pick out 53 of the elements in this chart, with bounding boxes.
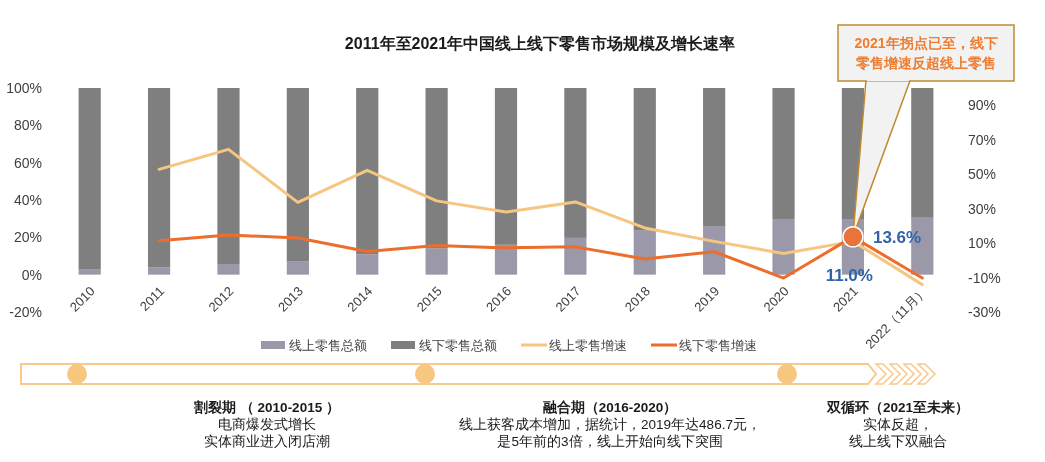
y2-tick-label: 10% [968,235,997,252]
chart-title: 2011年至2021年中国线上线下零售市场规模及增长速率 [344,34,736,52]
y-tick-label: -20% [9,304,42,320]
text: 2021年拐点已至，线下零售增速反超线上零售 [854,35,998,71]
text: 融合期（2016-2020） [542,400,678,415]
bar [286,88,309,262]
text: 双循环（2021至未来） [825,400,970,415]
y-tick-label: 20% [13,229,42,246]
bar [703,88,726,227]
bar [147,88,171,268]
y2-tick-label: 90% [968,97,997,114]
y2-tick-label: 30% [968,200,997,217]
y2-tick-label: -10% [968,269,1001,286]
y-tick-label: 60% [13,154,42,171]
bar [772,219,795,275]
legend-label: 线下零售总额 [419,338,497,353]
bar [78,269,101,275]
text: 实体反超， [863,417,933,432]
text: 线上获客成本增加，据统计，2019年达486.7元， [459,417,761,432]
text: 线上线下双融合 [849,434,947,449]
bar [425,248,448,275]
text: 是5年前的3倍，线上开始向线下突围 [497,434,723,449]
bar [356,254,379,275]
bar [286,261,309,275]
y-tick-label: 40% [13,192,42,208]
bar [564,88,587,238]
data-label: 13.6% [872,227,922,247]
line-series [157,147,924,287]
bar [633,88,656,231]
y2-tick-label: 70% [968,131,997,148]
legend-label: 线上零售增速 [549,338,627,353]
bar [425,88,448,249]
y-tick-label: 100% [6,80,42,96]
text: 割裂期 （ 2010-2015 ） [193,399,340,415]
y2-tick-label: -30% [968,304,1001,320]
bar [217,88,240,265]
bar [494,88,518,245]
bar [356,88,379,255]
y2-tick-label: 50% [968,166,997,183]
bar [78,88,101,270]
legend-label: 线下零售增速 [679,338,757,353]
text: 实体商业进入闭店潮 [204,434,330,449]
data-label: 11.0% [825,266,873,286]
bar [772,88,795,220]
legend-label: 线上零售总额 [289,338,367,353]
bar [147,267,171,275]
bar [217,264,240,275]
bar [494,244,518,275]
text: 电商爆发式增长 [218,417,316,432]
bar [564,237,587,275]
bar [633,230,656,275]
y-tick-label: 80% [13,117,42,134]
y-tick-label: 0% [21,266,42,283]
